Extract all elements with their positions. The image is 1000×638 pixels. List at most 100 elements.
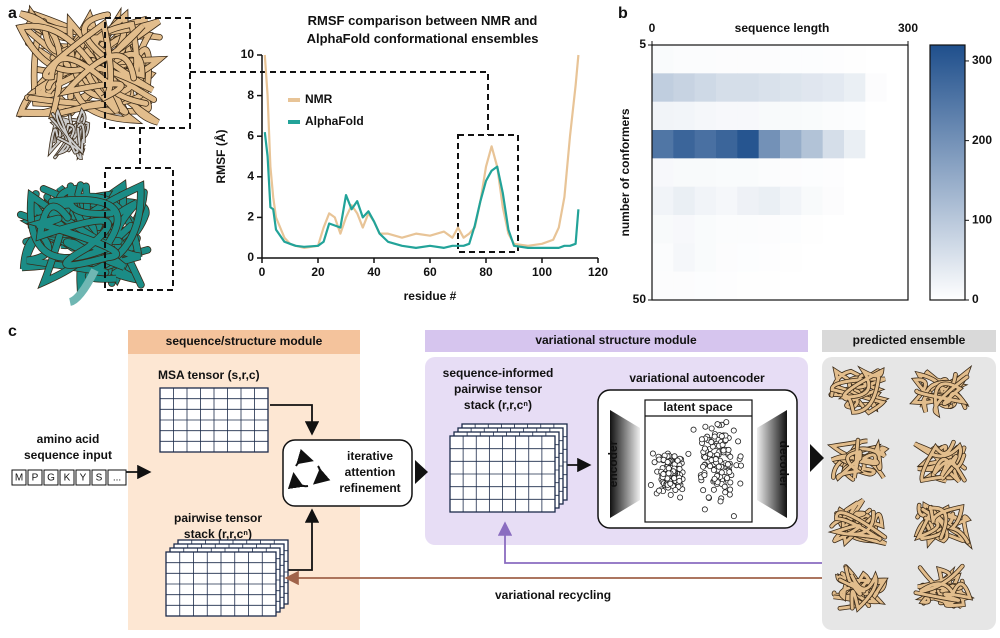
refinement-label: attention	[345, 465, 396, 479]
module-header	[425, 330, 808, 352]
latent-point	[651, 459, 658, 466]
refinement-label: refinement	[339, 481, 400, 495]
refinement-box	[282, 439, 413, 507]
heat-cell	[844, 73, 866, 103]
input-label: amino acid	[37, 432, 100, 446]
module-header	[128, 330, 360, 354]
heat-cell	[737, 130, 760, 159]
tensor-label: stack (r,r,cⁿ)	[184, 527, 252, 541]
latent-point	[702, 454, 709, 461]
latent-point	[677, 494, 684, 501]
latent-point	[730, 427, 737, 434]
protein-structures	[15, 4, 169, 306]
latent-point	[720, 447, 727, 454]
heat-cell	[652, 158, 674, 188]
latent-point	[710, 467, 717, 474]
heat-cell	[801, 158, 824, 188]
heat-cell	[886, 130, 909, 159]
latent-point	[660, 471, 667, 478]
latent-point	[656, 487, 663, 494]
heat-cell	[694, 73, 717, 103]
panel-label: a	[8, 5, 17, 22]
heat-cell	[822, 271, 845, 301]
heat-cell	[844, 215, 866, 244]
heat-cell	[716, 130, 738, 159]
heat-cell	[822, 45, 845, 74]
heat-cell	[737, 45, 760, 74]
heat-cell	[694, 215, 717, 244]
sequence-letter: K	[64, 473, 71, 484]
latent-point	[701, 506, 708, 513]
recycle-arrow	[497, 521, 822, 564]
latent-point	[726, 469, 733, 476]
refinement-label: iterative	[347, 449, 393, 463]
x-tick-label: 0	[259, 265, 266, 279]
heat-cell	[780, 243, 802, 273]
flow-triangle	[810, 444, 824, 472]
heat-cell	[844, 45, 866, 74]
ribbon	[836, 438, 862, 481]
heat-cell	[652, 45, 674, 74]
series-line	[263, 132, 580, 249]
latent-point	[718, 469, 725, 476]
ribbon	[928, 504, 970, 544]
ribbon	[914, 564, 972, 602]
input-label: sequence input	[24, 448, 112, 462]
latent-label: latent space	[663, 400, 733, 414]
heat-cell	[886, 215, 909, 244]
heat-cell	[780, 45, 802, 74]
heat-cell	[694, 243, 717, 273]
latent-point	[718, 433, 725, 440]
latent-point	[735, 438, 742, 445]
encoder-label: encoder	[606, 440, 620, 487]
heat-cell	[865, 215, 888, 244]
heat-cell	[716, 271, 738, 301]
latent-point	[690, 426, 697, 433]
colorbar-tick-label: 100	[972, 212, 992, 226]
tensor-grids	[159, 387, 568, 617]
module-title: predicted ensemble	[853, 333, 966, 347]
sequence-letter: Y	[80, 473, 87, 484]
heat-cell	[865, 73, 888, 103]
heat-cell	[865, 45, 888, 74]
dashed-callouts	[104, 17, 519, 291]
latent-point	[711, 475, 718, 482]
latent-point	[649, 450, 656, 457]
heat-cell	[758, 215, 781, 244]
y-tick-label: 8	[247, 88, 254, 102]
ribbon	[932, 453, 966, 482]
y-tick-label: 0	[247, 250, 254, 264]
line-chart-title: RMSF comparison between NMR and AlphaFol…	[306, 13, 539, 46]
latent-point	[714, 421, 721, 428]
heat-cell	[673, 45, 696, 74]
heat-cell	[801, 73, 824, 103]
sequence-letter: ...	[113, 473, 121, 484]
sequence-box	[91, 469, 107, 486]
heat-cell	[886, 158, 909, 188]
heat-cell	[737, 271, 760, 301]
tensor-label: sequence-informed	[443, 366, 554, 380]
x-tick-label: 120	[588, 265, 608, 279]
latent-point	[707, 463, 714, 470]
heat-cell	[844, 243, 866, 273]
latent-point	[708, 425, 715, 432]
heat-cell	[801, 45, 824, 74]
ribbon	[68, 268, 99, 306]
heat-cell	[822, 158, 845, 188]
panel-label: c	[8, 323, 17, 340]
x-tick-label: 0	[649, 21, 656, 35]
heat-cell	[716, 45, 738, 74]
ribbon	[28, 203, 120, 269]
panel-label: b	[618, 5, 628, 22]
heat-cell	[865, 101, 888, 131]
heat-cell	[758, 101, 781, 131]
latent-point	[727, 453, 734, 460]
heat-cell	[673, 158, 696, 188]
heat-cell	[780, 130, 802, 159]
latent-point	[722, 489, 729, 496]
decoder-shape	[757, 410, 787, 518]
latent-point	[730, 513, 737, 520]
ribbon	[42, 19, 137, 101]
